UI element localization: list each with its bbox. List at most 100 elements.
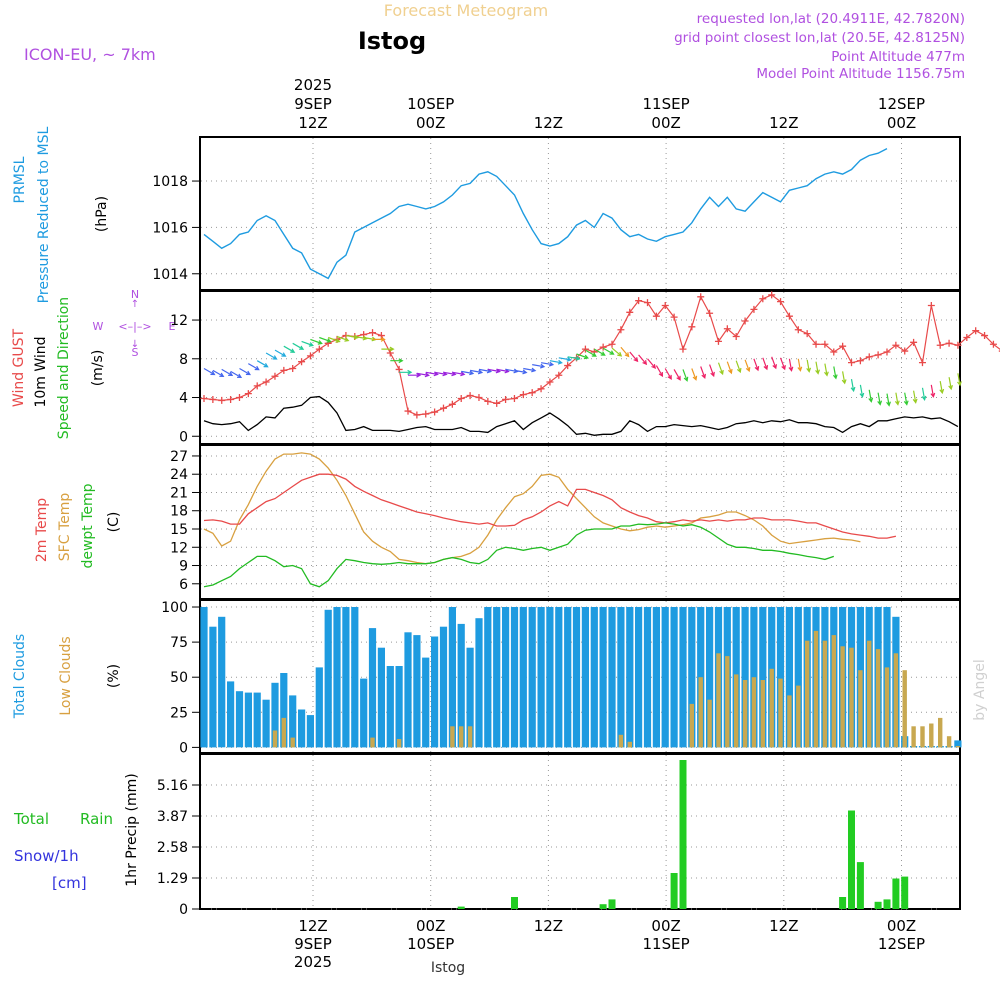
y-tick-label: 75 — [170, 635, 188, 651]
requested-coords: requested lon,lat (20.4911E, 42.7820N) — [697, 11, 965, 27]
wind-arrow — [850, 378, 856, 393]
chart-title: Forecast Meteogram — [384, 1, 548, 20]
wind-arrow — [664, 368, 672, 380]
time-tick-top-label: 00Z — [416, 114, 445, 132]
gust-point — [768, 291, 776, 299]
time-tick-bottom-label: 12SEP — [878, 935, 925, 953]
precip-axis-label: Total Rain Snow/1h [cm] 1hr Precip (mm) — [13, 773, 140, 892]
gust-point — [502, 395, 510, 403]
wind-arrow — [832, 366, 838, 380]
low-cloud-bar — [281, 717, 286, 748]
wind-arrow — [416, 372, 430, 378]
total-cloud-bar — [200, 607, 208, 748]
wind-arrow — [230, 370, 243, 379]
temp2m-label: 2m Temp — [34, 498, 50, 562]
low-cloud-bar — [627, 741, 632, 748]
wind-label: 10m Wind — [33, 336, 49, 407]
pressure-line — [203, 147, 888, 280]
low-cloud-bar — [946, 736, 952, 748]
low-cloud-bar — [938, 717, 943, 748]
total-cloud-bar — [457, 623, 465, 748]
compass-ns-arrow: ↑ — [131, 299, 139, 310]
wind-arrow — [602, 347, 615, 355]
dir-label: Speed and Direction — [56, 297, 72, 439]
low-cloud-bar — [805, 640, 810, 748]
wind-arrow — [939, 380, 945, 395]
compass-arrows: <–|–> — [118, 320, 151, 333]
wind-arrow — [558, 356, 572, 362]
y-tick-label: 9 — [179, 559, 188, 575]
snow-label: Snow/1h — [14, 847, 79, 865]
wind-arrow — [877, 392, 883, 406]
low-cloud-bar — [955, 746, 961, 748]
wind-arrow — [921, 387, 927, 401]
total-cloud-bar — [262, 699, 270, 748]
wind-arrow — [788, 358, 794, 372]
gust-point — [626, 308, 634, 316]
total-cloud-bar — [377, 647, 385, 748]
prmsl-label: PRMSL — [12, 156, 28, 203]
total-cloud-label: Total Clouds — [12, 634, 28, 719]
gust-point — [475, 394, 483, 402]
gust-point — [581, 345, 589, 353]
total-cloud-bar — [298, 709, 306, 748]
gust-point — [253, 382, 261, 390]
gust-point — [750, 305, 758, 313]
precip-unit-label: 1hr Precip (mm) — [124, 773, 140, 886]
gust-point — [945, 339, 953, 347]
y-tick-label: 100 — [161, 600, 188, 616]
model-altitude: Model Point Altitude 1156.75m — [756, 66, 965, 82]
gust-point — [227, 395, 235, 403]
gust-point — [244, 390, 252, 398]
total-cloud-bar — [306, 715, 314, 748]
wind-arrow — [655, 365, 664, 378]
footer-location: Istog — [431, 960, 465, 976]
wind-arrow — [691, 368, 698, 381]
gust-point — [280, 366, 288, 374]
total-cloud-bar — [466, 647, 474, 748]
time-tick-top-label: 00Z — [651, 114, 680, 132]
gust-point — [413, 411, 421, 419]
gust-point — [546, 378, 554, 386]
total-cloud-bar — [785, 607, 793, 748]
gust-point — [759, 295, 767, 303]
precip-bar — [901, 876, 909, 909]
total-cloud-bar — [413, 635, 421, 748]
wind-arrow — [549, 359, 563, 365]
wind-arrow — [381, 346, 395, 352]
gust-point — [537, 385, 545, 393]
time-tick-bottom-label: 9SEP — [294, 935, 332, 953]
sfc-temp-label: SFC Temp — [57, 493, 73, 562]
wind-arrow — [957, 373, 962, 387]
gust-point — [617, 326, 625, 334]
gust-point — [910, 338, 918, 346]
total-cloud-bar — [333, 607, 341, 748]
y-tick-label: 0 — [179, 740, 188, 756]
wind-arrow — [930, 384, 936, 398]
total-cloud-bar — [794, 607, 802, 748]
gust-point — [519, 391, 527, 399]
gust-point — [741, 317, 749, 325]
y-tick-label: 25 — [170, 705, 188, 721]
low-cloud-label: Low Clouds — [58, 636, 74, 715]
low-cloud-bar — [911, 726, 916, 748]
precip-bar — [883, 899, 891, 909]
gust-point — [883, 348, 891, 356]
low-cloud-bar — [849, 647, 854, 748]
compass-west: W — [93, 320, 104, 333]
time-tick-bottom-label: 12Z — [298, 917, 327, 935]
y-tick-label: 4 — [179, 391, 188, 407]
total-cloud-bar — [572, 607, 581, 748]
total-cloud-bar — [484, 607, 492, 748]
gust-point — [404, 407, 412, 415]
wind-arrow — [868, 389, 874, 403]
gust-point — [289, 364, 297, 372]
wind-arrow — [629, 351, 639, 363]
gust-point — [235, 394, 243, 402]
dewpt-label: dewpt Temp — [80, 483, 96, 568]
